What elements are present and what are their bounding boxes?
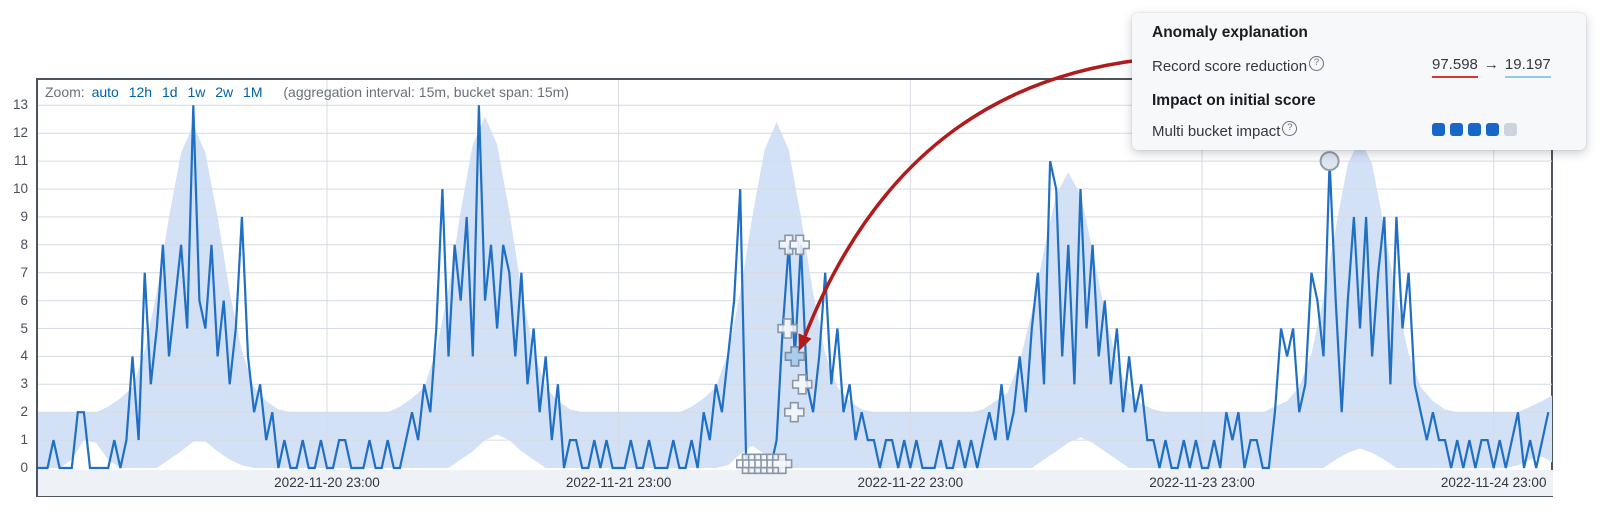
y-axis-tick-label: 0 bbox=[20, 460, 28, 475]
x-axis-tick-label: 2022-11-24 23:00 bbox=[1440, 475, 1547, 490]
zoom-option-2w[interactable]: 2w bbox=[215, 84, 234, 100]
impact-square-empty bbox=[1504, 123, 1517, 136]
impact-square bbox=[1432, 123, 1445, 136]
impact-square bbox=[1486, 123, 1499, 136]
multi-bucket-impact-label: Multi bucket impact? bbox=[1152, 121, 1298, 140]
multi-bucket-anomaly-marker[interactable] bbox=[771, 453, 793, 475]
x-axis-tick-label: 2022-11-21 23:00 bbox=[565, 475, 672, 490]
y-axis-tick-label: 2 bbox=[20, 404, 28, 420]
score-after: 19.197 bbox=[1504, 56, 1551, 78]
score-before: 97.598 bbox=[1432, 56, 1478, 78]
metric-value-line bbox=[38, 105, 1550, 470]
multi-bucket-impact-meter bbox=[1432, 123, 1517, 136]
y-axis-tick-label: 7 bbox=[20, 264, 28, 280]
anomaly-explanation-popup: Anomaly explanation Record score reducti… bbox=[1132, 13, 1586, 150]
help-icon[interactable]: ? bbox=[1282, 121, 1298, 136]
zoom-option-auto[interactable]: auto bbox=[91, 84, 119, 100]
multi-bucket-anomaly-marker[interactable] bbox=[783, 401, 805, 423]
y-axis-tick-label: 12 bbox=[12, 125, 28, 141]
zoom-label: Zoom: bbox=[45, 84, 85, 100]
y-axis-tick-label: 13 bbox=[12, 97, 28, 113]
multi-bucket-anomaly-marker[interactable] bbox=[777, 318, 798, 339]
record-score-values: 97.598 → 19.197 bbox=[1432, 56, 1551, 78]
zoom-option-1M[interactable]: 1M bbox=[243, 84, 263, 100]
help-icon[interactable]: ? bbox=[1309, 56, 1325, 71]
chart-zoom-controls: Zoom: auto 12h 1d 1w 2w 1M (aggregation … bbox=[45, 84, 569, 100]
y-axis-tick-label: 1 bbox=[20, 432, 28, 448]
model-bounds-area bbox=[38, 116, 1552, 468]
y-axis-tick-label: 5 bbox=[20, 320, 28, 336]
multi-bucket-anomaly-marker[interactable] bbox=[791, 373, 813, 395]
y-axis-tick-label: 11 bbox=[13, 153, 28, 169]
record-score-reduction-label: Record score reduction? bbox=[1152, 56, 1325, 75]
arrow-right-icon: → bbox=[1483, 56, 1499, 73]
anomaly-circle-marker[interactable] bbox=[1319, 151, 1340, 172]
x-axis-tick-label: 2022-11-23 23:00 bbox=[1149, 475, 1255, 490]
impact-square bbox=[1450, 123, 1463, 136]
x-axis-tick-label: 2022-11-22 23:00 bbox=[857, 475, 964, 490]
zoom-option-1w[interactable]: 1w bbox=[187, 84, 206, 100]
y-axis-tick-label: 4 bbox=[20, 348, 28, 364]
multi-bucket-anomaly-marker-selected[interactable] bbox=[784, 346, 806, 367]
anomaly-markers bbox=[735, 151, 1340, 475]
zoom-option-12h[interactable]: 12h bbox=[128, 84, 153, 100]
popup-title: Anomaly explanation bbox=[1152, 24, 1308, 41]
x-axis-tick-label: 2022-11-20 23:00 bbox=[274, 475, 380, 490]
y-axis-tick-label: 9 bbox=[20, 208, 28, 224]
y-axis-tick-label: 6 bbox=[20, 292, 28, 308]
y-axis-tick-label: 8 bbox=[20, 236, 28, 252]
y-axis-tick-label: 3 bbox=[20, 376, 28, 392]
y-axis-tick-label: 10 bbox=[12, 181, 28, 196]
impact-section-header: Impact on initial score bbox=[1152, 92, 1316, 109]
x-axis-band bbox=[38, 470, 1553, 496]
annotation-arrowhead-icon bbox=[798, 333, 812, 351]
annotation-arrow bbox=[803, 58, 1141, 337]
zoom-option-1d[interactable]: 1d bbox=[161, 84, 178, 100]
impact-square bbox=[1468, 123, 1481, 136]
aggregation-note: (aggregation interval: 15m, bucket span:… bbox=[283, 84, 569, 100]
multi-bucket-anomaly-marker[interactable] bbox=[789, 234, 811, 256]
